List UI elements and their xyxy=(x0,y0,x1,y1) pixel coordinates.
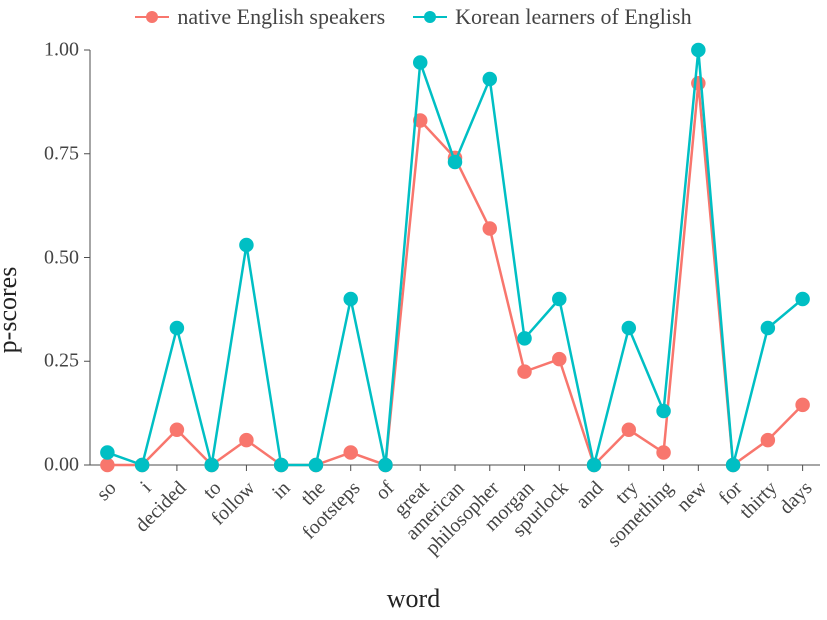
y-tick-label: 1.00 xyxy=(24,39,79,62)
legend-label-native: native English speakers xyxy=(177,4,385,30)
legend-label-korean: Korean learners of English xyxy=(455,4,691,30)
legend-swatch-native xyxy=(135,16,169,19)
y-tick-label: 0.50 xyxy=(24,246,79,269)
pscores-chart: native English speakers Korean learners … xyxy=(0,0,827,620)
legend: native English speakers Korean learners … xyxy=(0,4,827,30)
legend-item-native: native English speakers xyxy=(135,4,385,30)
legend-item-korean: Korean learners of English xyxy=(413,4,691,30)
x-axis-title: word xyxy=(0,584,827,614)
y-tick-label: 0.00 xyxy=(24,454,79,477)
y-tick-label: 0.25 xyxy=(24,350,79,373)
legend-swatch-korean xyxy=(413,16,447,19)
y-axis-title: p-scores xyxy=(0,267,23,354)
y-tick-label: 0.75 xyxy=(24,142,79,165)
